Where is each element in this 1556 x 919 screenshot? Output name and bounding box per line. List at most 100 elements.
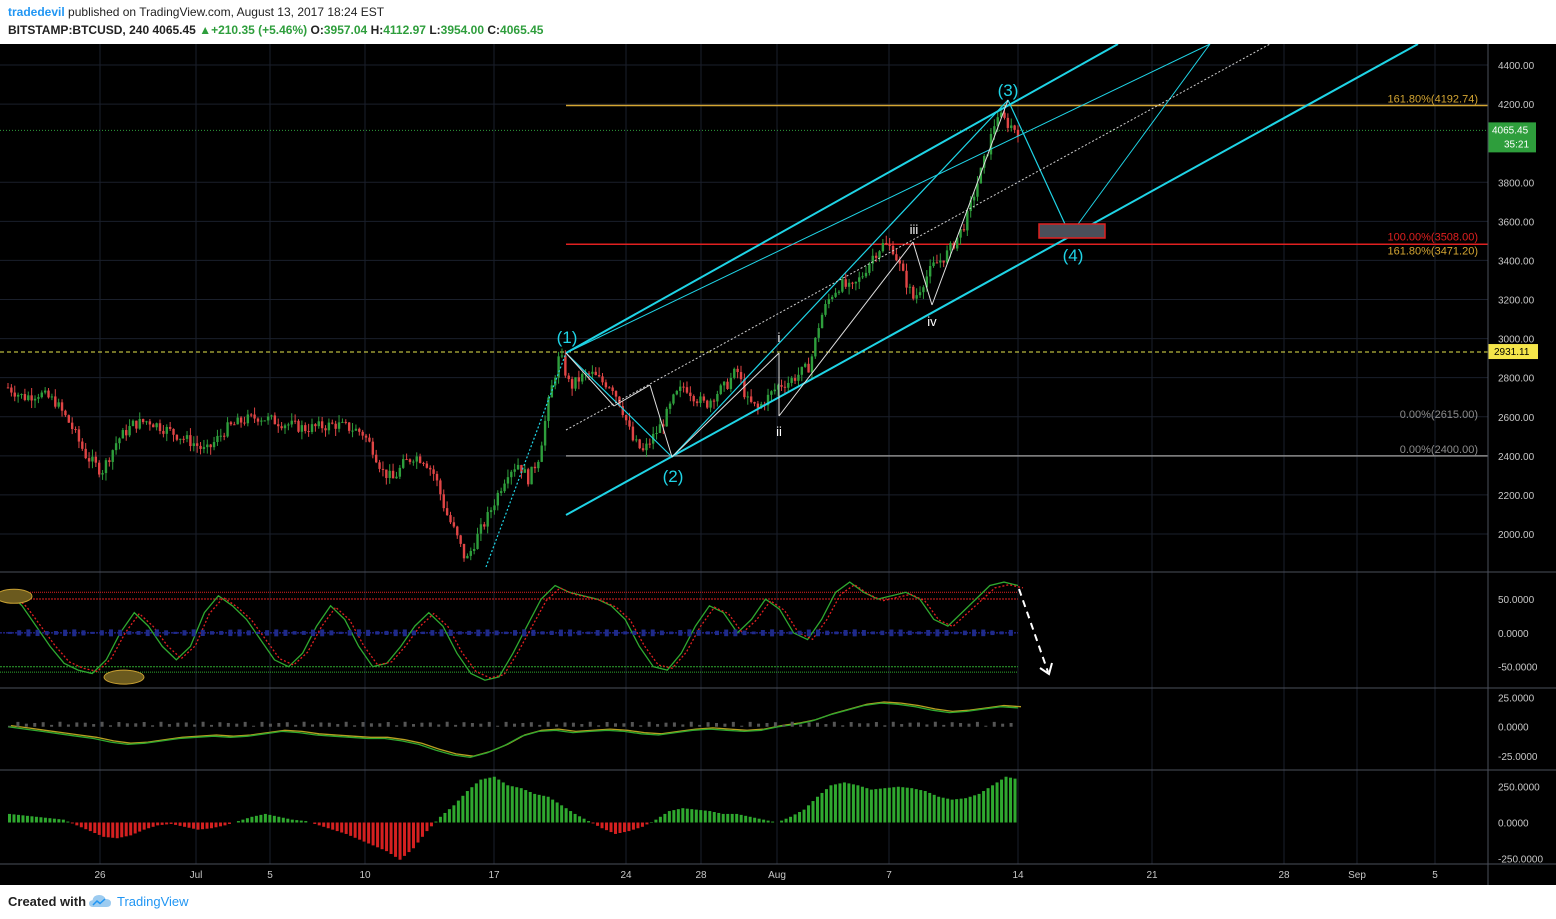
hist-bar-green bbox=[703, 810, 707, 823]
candle-body bbox=[912, 286, 915, 299]
candle-body bbox=[966, 211, 969, 231]
osc1-blue-bar bbox=[898, 629, 903, 637]
candle-body bbox=[648, 443, 652, 445]
candle-body bbox=[695, 401, 699, 404]
osc1-blue-bar bbox=[347, 630, 352, 636]
candle-body bbox=[803, 363, 807, 367]
candle-body bbox=[114, 443, 118, 451]
osc1-blue-bar bbox=[696, 629, 701, 636]
sub-wave-line bbox=[778, 241, 914, 417]
price-tick-label: 4200.00 bbox=[1498, 100, 1535, 111]
osc1-blue-bar bbox=[540, 631, 545, 635]
candle-body bbox=[236, 417, 239, 425]
hist-bar-green bbox=[973, 795, 977, 823]
candle-body bbox=[1016, 129, 1020, 137]
candle-body bbox=[996, 117, 999, 127]
candle-body bbox=[43, 390, 47, 393]
osc1-blue-bar bbox=[880, 630, 885, 636]
hist-bar-green bbox=[658, 816, 662, 823]
hist-bar-green bbox=[789, 816, 793, 823]
candle-body bbox=[955, 237, 959, 249]
fib-label-grey-lower: 0.00%(2400.00) bbox=[1400, 444, 1478, 456]
candle-body bbox=[358, 428, 361, 432]
author-link[interactable]: tradedevil bbox=[8, 5, 65, 19]
osc2-grey-bar bbox=[369, 723, 373, 727]
candle-body bbox=[195, 443, 199, 446]
candle-body bbox=[864, 272, 868, 277]
osc1-blue-bar bbox=[393, 629, 398, 637]
candle-body bbox=[395, 476, 398, 479]
candle-body bbox=[706, 400, 709, 408]
osc1-blue-bar bbox=[797, 630, 802, 636]
hist-bar-red bbox=[429, 822, 433, 827]
hist-bar-green bbox=[699, 810, 703, 823]
osc1-blue-bar bbox=[806, 629, 811, 637]
osc1-blue-bar bbox=[311, 629, 315, 637]
hist-bar-green bbox=[964, 798, 968, 823]
hist-bar-red bbox=[313, 822, 317, 824]
candle-body bbox=[388, 470, 391, 478]
osc2-grey-bar bbox=[386, 722, 390, 727]
hist-bar-green bbox=[748, 816, 752, 823]
subwave-label-iii: iii bbox=[910, 222, 919, 237]
osc2-grey-bar bbox=[950, 722, 954, 727]
osc2-axis-label: -25.0000 bbox=[1498, 752, 1538, 763]
candle-body bbox=[168, 426, 172, 429]
hist-bar-green bbox=[811, 801, 815, 823]
candle-body bbox=[81, 441, 84, 449]
hist-bar-red bbox=[102, 822, 106, 837]
candle-body bbox=[685, 387, 689, 393]
candle-body bbox=[206, 444, 209, 448]
osc2-grey-bar bbox=[50, 724, 54, 727]
candle-body bbox=[20, 394, 23, 396]
hist-bar-green bbox=[726, 813, 730, 823]
osc2-grey-bar bbox=[563, 722, 567, 727]
candle-body bbox=[908, 286, 912, 288]
osc2-grey-bar bbox=[134, 723, 138, 727]
osc1-blue-bar bbox=[669, 631, 674, 635]
candle-body bbox=[118, 438, 121, 444]
hist-bar-green bbox=[842, 782, 846, 823]
osc2-grey-bar bbox=[344, 721, 348, 727]
hist-bar-red bbox=[79, 822, 83, 828]
candle-body bbox=[10, 387, 13, 393]
osc1-blue-bar bbox=[889, 629, 894, 637]
candle-body bbox=[837, 291, 841, 293]
hist-bar-red bbox=[142, 822, 146, 830]
candle-body bbox=[138, 418, 141, 429]
osc2-grey-bar bbox=[176, 722, 180, 727]
candle-body bbox=[989, 133, 993, 155]
price-tick-label: 2600.00 bbox=[1498, 413, 1535, 424]
osc2-grey-bar bbox=[967, 723, 971, 727]
osc2-grey-bar bbox=[917, 722, 920, 727]
candle-body bbox=[47, 390, 50, 398]
hist-axis-label: 0.0000 bbox=[1498, 819, 1529, 830]
hist-bar-green bbox=[986, 788, 990, 823]
candle-body bbox=[226, 422, 229, 437]
osc1-blue-bar bbox=[412, 630, 416, 636]
candle-body bbox=[317, 421, 320, 427]
hist-bar-red bbox=[394, 822, 398, 857]
osc2-grey-bar bbox=[361, 722, 365, 727]
osc2-grey-bar bbox=[487, 721, 491, 727]
candle-body bbox=[847, 282, 851, 287]
hist-bar-green bbox=[479, 779, 483, 823]
chart-area[interactable]: 161.80%(4192.74) 100.00%(3508.00) 161.80%(… bbox=[0, 44, 1556, 885]
candle-body bbox=[597, 375, 601, 377]
symbol-name[interactable]: BITSTAMP:BTCUSD, 240 bbox=[8, 23, 150, 37]
candle-body bbox=[277, 424, 280, 427]
candle-body bbox=[469, 550, 472, 556]
osc1-blue-bar bbox=[210, 631, 214, 635]
hist-bar-green bbox=[676, 809, 680, 823]
hist-bar-green bbox=[762, 819, 766, 823]
osc2-grey-bar bbox=[715, 722, 718, 727]
candle-body bbox=[499, 491, 503, 493]
candle-body bbox=[766, 394, 770, 406]
osc2-grey-bar bbox=[353, 725, 357, 727]
candle-body bbox=[844, 279, 847, 287]
tradingview-link[interactable]: TradingView bbox=[117, 894, 189, 909]
candle-body bbox=[543, 420, 547, 446]
candle-body bbox=[222, 435, 226, 437]
candle-body bbox=[503, 483, 506, 492]
candle-body bbox=[516, 464, 520, 470]
